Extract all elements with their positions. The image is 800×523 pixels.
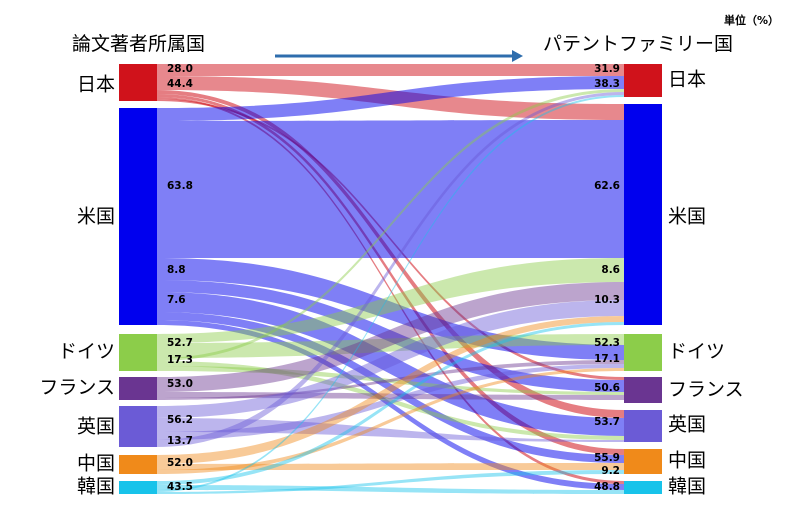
right-value-jp-0: 31.9: [594, 63, 620, 75]
left-value-uk-1: 13.7: [167, 435, 193, 447]
left-value-de-1: 17.3: [167, 354, 193, 366]
left-value-cn-0: 52.0: [167, 457, 193, 469]
flow-kr-to-kr: [157, 485, 624, 494]
right-value-us-0: 62.6: [594, 180, 620, 192]
flow-us-to-jp: [157, 76, 624, 121]
flow-us-to-us: [157, 120, 624, 258]
left-node-cn: [119, 455, 157, 474]
flow-us-to-fr: [157, 280, 624, 392]
right-value-fr-0: 50.6: [594, 382, 620, 394]
flow-de-to-us: [157, 258, 624, 343]
label-layer: 日本米国ドイツフランス英国中国韓国日本米国ドイツフランス英国中国韓国28.044…: [39, 63, 743, 498]
flow-kr-to-jp: [157, 95, 624, 492]
flow-cn-to-us: [157, 316, 624, 464]
flow-fr-to-fr: [157, 392, 624, 400]
right-node-uk: [624, 410, 662, 442]
flow-fr-to-us: [157, 282, 624, 392]
left-value-kr-0: 43.5: [167, 481, 193, 493]
right-value-jp-1: 38.3: [594, 78, 620, 90]
right-node-label-cn: 中国: [668, 450, 706, 472]
flow-de-to-de: [157, 334, 624, 358]
right-node-kr: [624, 481, 662, 494]
left-node-label-cn: 中国: [77, 453, 115, 475]
left-node-label-fr: フランス: [39, 377, 115, 399]
node-layer: [119, 64, 662, 494]
flow-cn-to-cn: [157, 463, 624, 470]
right-node-label-de: ドイツ: [668, 341, 725, 363]
right-node-fr: [624, 377, 662, 403]
right-node-jp: [624, 64, 662, 97]
left-node-label-uk: 英国: [77, 416, 115, 438]
right-node-label-uk: 英国: [668, 414, 706, 436]
flow-cn-to-de: [157, 368, 624, 474]
flow-us-to-uk: [157, 292, 624, 436]
right-value-us-1: 8.6: [601, 264, 620, 276]
flow-us-to-kr: [157, 320, 624, 490]
right-node-de: [624, 334, 662, 371]
right-value-cn-0: 55.9: [594, 452, 620, 464]
left-node-label-us: 米国: [77, 206, 115, 228]
flow-de-to-uk: [157, 361, 624, 440]
left-node-kr: [119, 481, 157, 494]
right-value-kr-0: 48.8: [594, 481, 620, 493]
flow-uk-to-de: [157, 364, 624, 440]
right-value-us-2: 10.3: [594, 294, 620, 306]
flow-kr-to-us: [157, 322, 624, 485]
right-value-de-1: 17.1: [594, 353, 620, 365]
right-node-label-fr: フランス: [668, 379, 744, 401]
flow-de-to-jp: [157, 89, 624, 361]
left-node-jp: [119, 64, 157, 101]
left-node-label-de: ドイツ: [58, 341, 115, 363]
flow-kr-to-cn: [157, 470, 624, 494]
flow-jp-to-jp: [157, 64, 624, 76]
flow-us-to-cn: [157, 312, 624, 463]
left-value-uk-0: 56.2: [167, 414, 193, 426]
left-value-us-0: 63.8: [167, 180, 193, 192]
flow-jp-to-kr: [157, 97, 624, 484]
left-node-de: [119, 334, 157, 371]
left-value-jp-0: 28.0: [167, 63, 193, 75]
direction-arrow-icon: [512, 50, 523, 62]
flow-uk-to-jp: [157, 92, 624, 447]
left-axis-title: 論文著者所属国: [72, 33, 205, 55]
right-node-label-jp: 日本: [668, 69, 706, 91]
right-node-us: [624, 104, 662, 325]
right-axis-title: パテントファミリー国: [543, 33, 733, 55]
flow-uk-to-us: [157, 300, 624, 418]
flow-us-to-de: [157, 258, 624, 360]
flow-de-to-fr: [157, 366, 624, 395]
right-node-label-us: 米国: [668, 206, 706, 228]
left-node-label-jp: 日本: [77, 74, 115, 96]
flow-uk-to-uk: [157, 418, 624, 442]
right-value-uk-0: 53.7: [594, 416, 620, 428]
unit-label: 単位（%）: [724, 13, 779, 27]
flow-fr-to-de: [157, 360, 624, 400]
left-node-fr: [119, 377, 157, 400]
flow-layer: [157, 64, 624, 494]
right-node-cn: [624, 449, 662, 474]
left-node-label-kr: 韓国: [77, 476, 115, 498]
left-value-us-2: 7.6: [167, 294, 186, 306]
left-value-jp-1: 44.4: [167, 78, 193, 90]
left-value-fr-0: 53.0: [167, 378, 193, 390]
right-value-de-0: 52.3: [594, 337, 620, 349]
left-value-us-1: 8.8: [167, 264, 186, 276]
right-value-cn-1: 9.2: [601, 465, 620, 477]
left-value-de-0: 52.7: [167, 337, 193, 349]
left-node-us: [119, 108, 157, 325]
right-node-label-kr: 韓国: [668, 476, 706, 498]
left-node-uk: [119, 406, 157, 447]
flow-jp-to-cn: [157, 94, 624, 455]
